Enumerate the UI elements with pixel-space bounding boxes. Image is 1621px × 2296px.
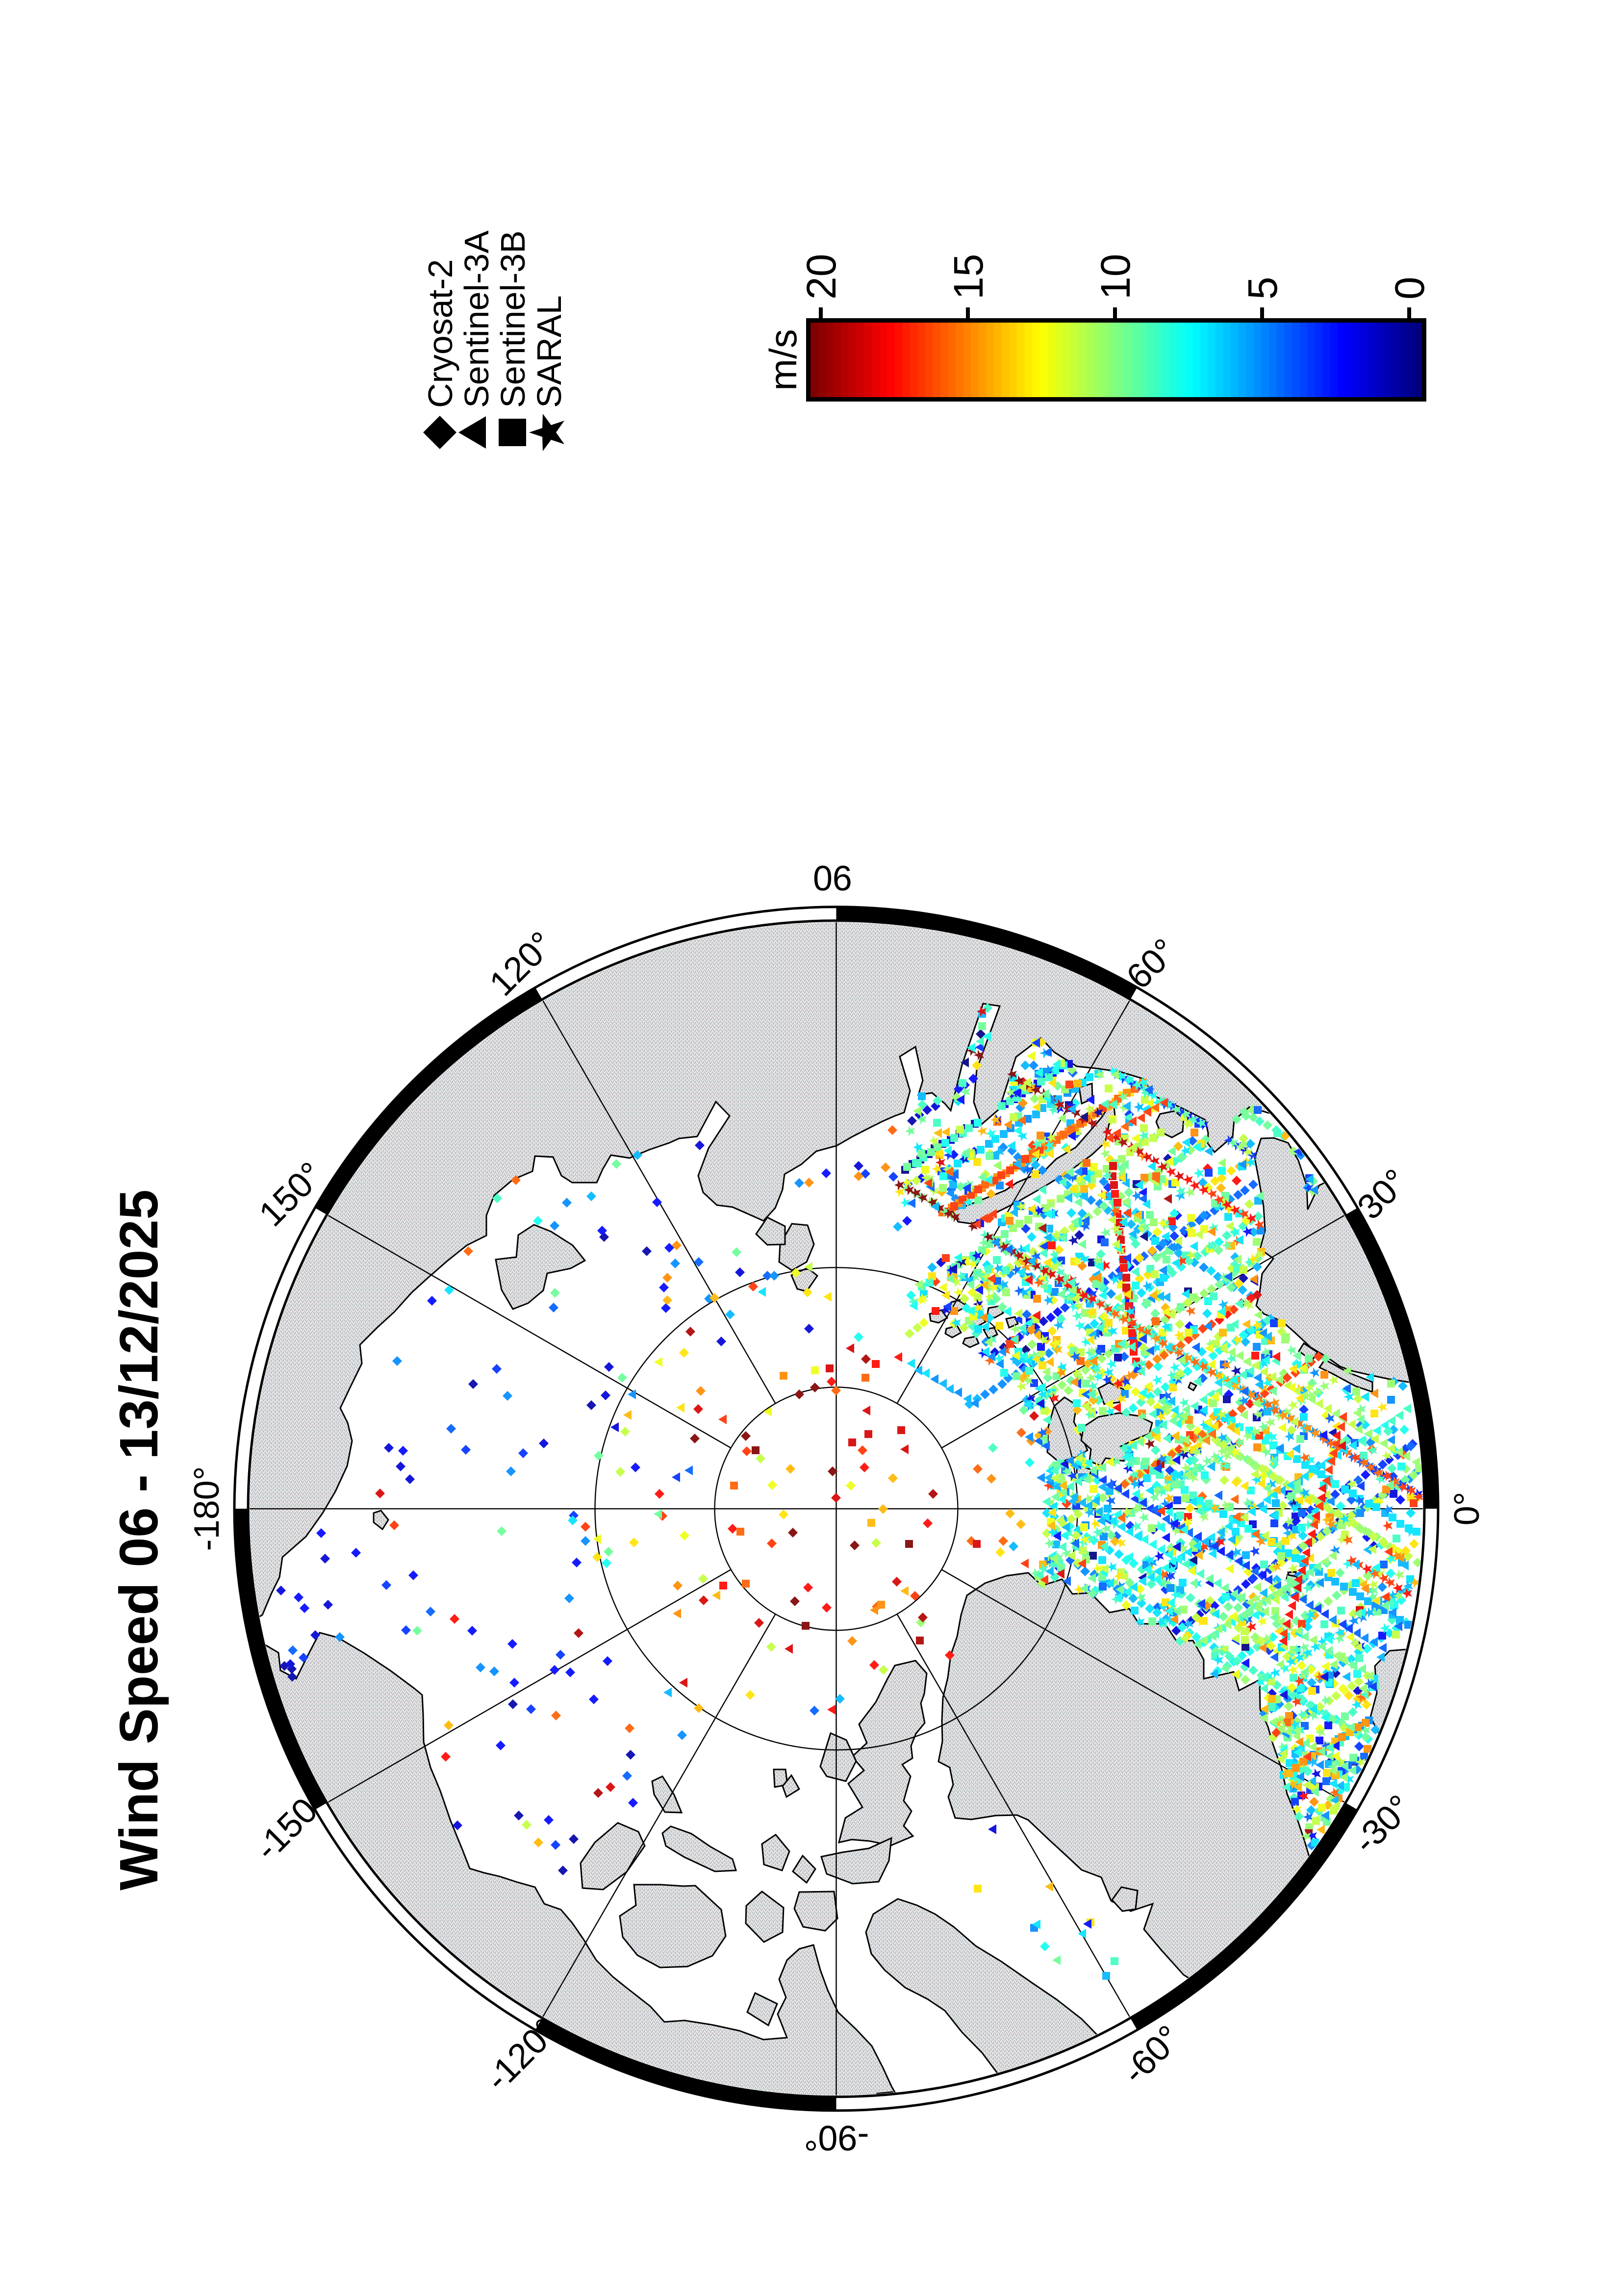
svg-text:Sentinel-3A: Sentinel-3A bbox=[457, 230, 496, 408]
svg-text:Sentinel-3B: Sentinel-3B bbox=[494, 230, 532, 408]
svg-text:15: 15 bbox=[945, 254, 991, 300]
svg-text:Wind Speed 06 - 13/12/2025: Wind Speed 06 - 13/12/2025 bbox=[109, 1189, 169, 1891]
svg-text:Cryosat-2: Cryosat-2 bbox=[421, 259, 459, 408]
svg-text:20: 20 bbox=[798, 254, 844, 300]
svg-text:m/s: m/s bbox=[761, 329, 805, 391]
svg-text:90: 90 bbox=[813, 858, 852, 897]
svg-text:0: 0 bbox=[1387, 277, 1433, 300]
svg-text:SARAL: SARAL bbox=[530, 295, 568, 408]
svg-text:0°: 0° bbox=[1447, 1492, 1487, 1526]
svg-text:5: 5 bbox=[1240, 277, 1286, 300]
svg-text:-180°: -180° bbox=[187, 1466, 227, 1551]
svg-text:10: 10 bbox=[1092, 254, 1139, 300]
svg-text:-90°: -90° bbox=[804, 2118, 869, 2157]
